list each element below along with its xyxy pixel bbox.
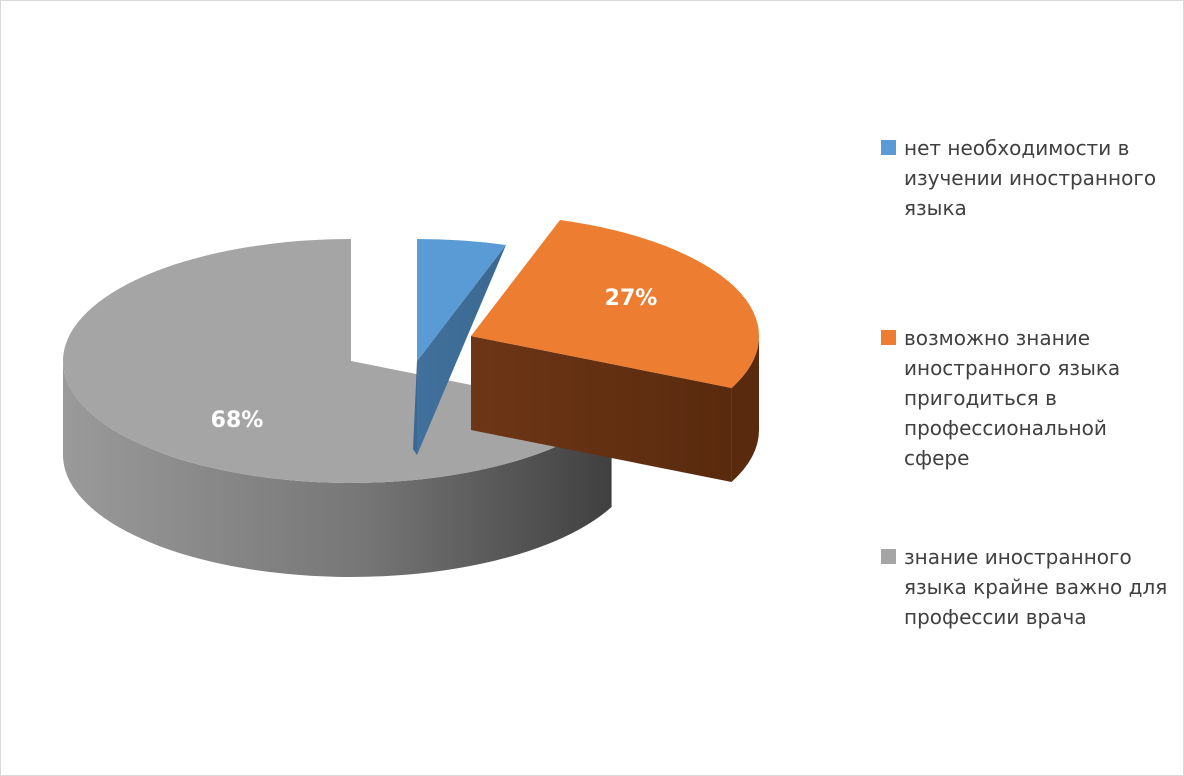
legend-swatch [881, 549, 896, 564]
slice-top-face [417, 239, 506, 361]
slice-side-face [731, 336, 759, 482]
data-label-possibly-useful: 27% [605, 286, 658, 311]
data-label-no-need: 5% [430, 216, 467, 241]
legend-label: знание иностранного языка крайне важно д… [904, 545, 1168, 629]
legend-label: возможно знание иностранного языка приго… [904, 326, 1121, 470]
slice-side-face [417, 244, 506, 455]
legend-swatch [881, 330, 896, 345]
slice-side-face [63, 361, 612, 577]
data-label-extremely-important: 68% [211, 408, 264, 433]
legend-label: нет необходимости в изучении иностранног… [904, 136, 1157, 220]
legend-swatch [881, 140, 896, 155]
slice-possibly-useful [471, 219, 759, 482]
legend-item-no-need: нет необходимости в изучении иностранног… [881, 133, 1181, 223]
legend-item-possibly-useful: возможно знание иностранного языка приго… [881, 323, 1181, 473]
slice-side-face [471, 336, 732, 482]
slice-top-face [471, 219, 759, 388]
slice-no-need [413, 239, 506, 455]
slice-side-face [413, 361, 417, 455]
legend-item-extremely-important: знание иностранного языка крайне важно д… [881, 542, 1181, 632]
